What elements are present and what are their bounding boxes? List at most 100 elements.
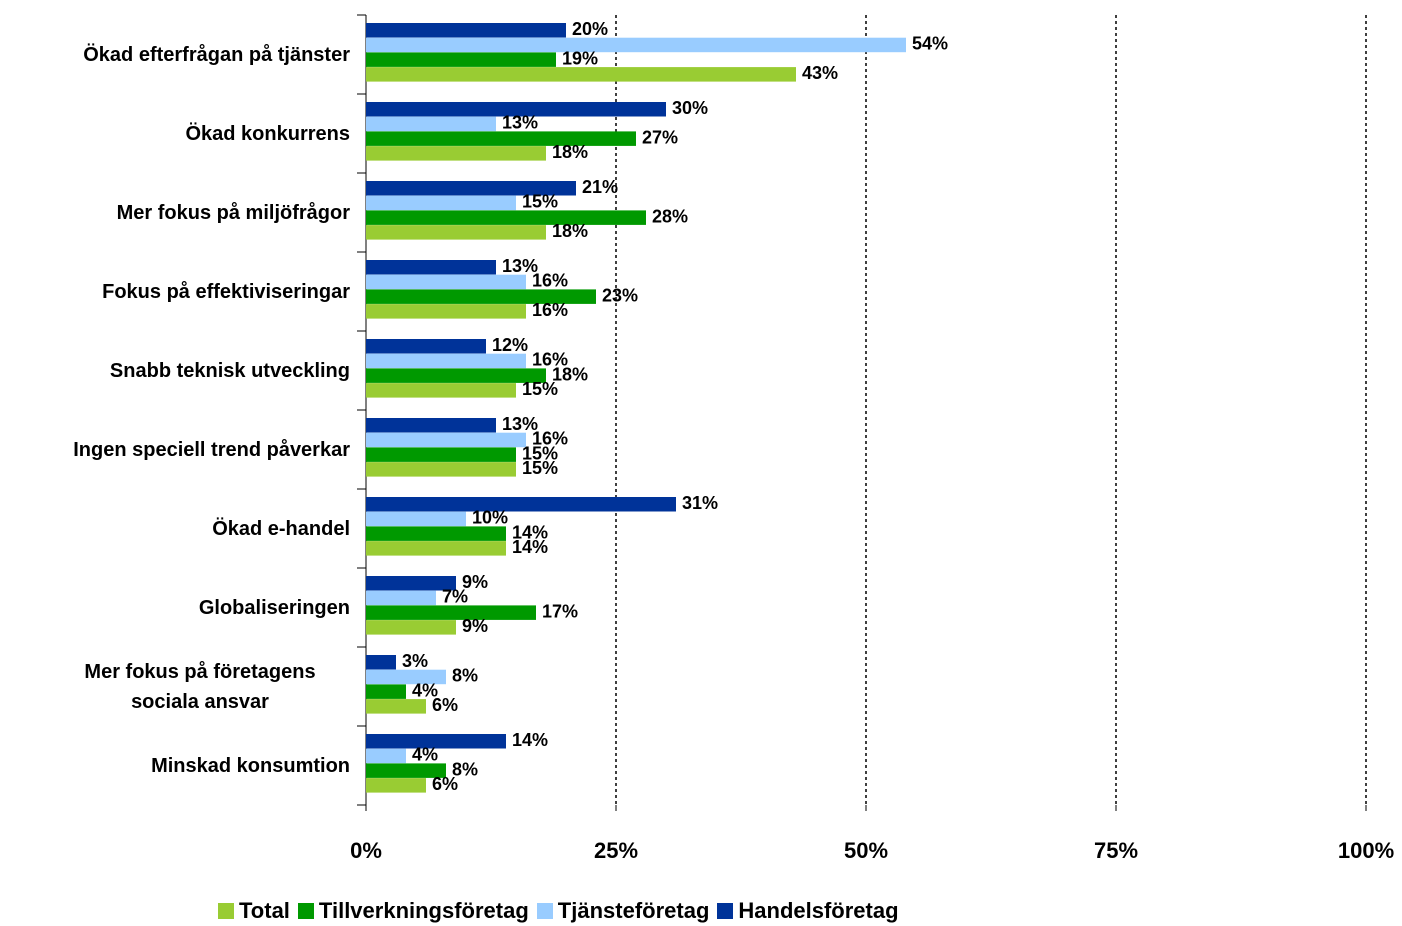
- legend-item: Tjänsteföretag: [536, 898, 710, 924]
- bar: [366, 497, 676, 512]
- bar: [366, 225, 546, 240]
- category-label: Ökad efterfrågan på tjänster: [83, 43, 350, 66]
- bar: [366, 684, 406, 699]
- value-label: 21%: [582, 177, 618, 197]
- legend-swatch: [218, 903, 234, 919]
- value-label: 23%: [602, 285, 638, 305]
- value-label: 16%: [532, 350, 568, 370]
- bar: [366, 541, 506, 556]
- bar: [366, 102, 666, 117]
- value-label: 54%: [912, 34, 948, 54]
- value-label: 18%: [552, 364, 588, 384]
- value-label: 27%: [642, 127, 678, 147]
- bar: [366, 432, 526, 448]
- value-label: 20%: [572, 19, 608, 39]
- category-label: Fokus på effektiviseringar: [102, 280, 350, 303]
- value-label: 31%: [682, 493, 718, 513]
- bar: [366, 131, 636, 146]
- x-tick-label: 25%: [594, 838, 638, 863]
- value-label: 18%: [552, 142, 588, 162]
- value-label: 7%: [442, 587, 468, 607]
- bar: [366, 116, 496, 132]
- value-label: 12%: [492, 335, 528, 355]
- bar: [366, 195, 516, 211]
- value-label: 30%: [672, 98, 708, 118]
- legend-label: Tjänsteföretag: [557, 898, 710, 923]
- bar: [366, 353, 526, 369]
- value-label: 8%: [452, 759, 478, 779]
- bar: [366, 383, 516, 398]
- legend-swatch: [536, 903, 553, 919]
- x-tick-label: 0%: [350, 838, 382, 863]
- x-tick-label: 50%: [844, 838, 888, 863]
- bar: [366, 763, 446, 778]
- bar: [366, 590, 436, 606]
- bar: [366, 52, 556, 67]
- value-label: 13%: [502, 256, 538, 276]
- legend-label: Tillverkningsföretag: [318, 898, 529, 923]
- bar: [366, 339, 486, 354]
- value-label: 13%: [502, 414, 538, 434]
- bar: [366, 274, 526, 290]
- bar: [366, 37, 906, 53]
- value-label: 6%: [432, 695, 458, 715]
- value-label: 13%: [502, 113, 538, 133]
- bar: [366, 734, 506, 749]
- category-label: Ökad konkurrens: [185, 122, 350, 145]
- category-label: Snabb teknisk utveckling: [109, 359, 350, 382]
- bar: [366, 447, 516, 462]
- legend-item: Total: [218, 898, 290, 924]
- value-label: 10%: [472, 508, 508, 528]
- legend-label: Total: [239, 898, 290, 923]
- value-label: 16%: [532, 271, 568, 291]
- value-label: 18%: [552, 221, 588, 241]
- bar: [366, 23, 566, 38]
- bar: [366, 511, 466, 527]
- value-label: 4%: [412, 745, 438, 765]
- legend-swatch: [717, 903, 734, 919]
- bar: [366, 67, 796, 82]
- value-label: 19%: [562, 48, 598, 68]
- value-label: 14%: [512, 537, 548, 557]
- bar: [366, 462, 516, 477]
- legend-item: Handelsföretag: [717, 898, 899, 924]
- value-label: 17%: [542, 601, 578, 621]
- legend-label: Handelsföretag: [738, 898, 899, 923]
- value-label: 14%: [512, 522, 548, 542]
- bar: [366, 605, 536, 620]
- x-tick-label: 100%: [1338, 838, 1394, 863]
- bar: [366, 181, 576, 196]
- value-label: 4%: [412, 680, 438, 700]
- bar: [366, 146, 546, 161]
- bar: [366, 368, 546, 383]
- legend: Total Tillverkningsföretag Tjänsteföretag H…: [218, 898, 899, 924]
- bar: [366, 526, 506, 541]
- bar: [366, 620, 456, 635]
- value-label: 15%: [522, 458, 558, 478]
- value-label: 15%: [522, 192, 558, 212]
- value-label: 14%: [512, 730, 548, 750]
- value-label: 15%: [522, 443, 558, 463]
- bar: [366, 748, 406, 764]
- bar: [366, 778, 426, 793]
- category-label: Mer fokus på miljöfrågor: [116, 201, 350, 224]
- category-label: Mer fokus på företagens sociala ansvar: [84, 660, 316, 713]
- legend-swatch: [297, 903, 314, 919]
- category-label: Ökad e-handel: [212, 517, 350, 540]
- value-label: 16%: [532, 300, 568, 320]
- bar: [366, 260, 496, 275]
- value-label: 16%: [532, 429, 568, 449]
- x-tick-label: 75%: [1094, 838, 1138, 863]
- bar: [366, 289, 596, 304]
- value-label: 6%: [432, 774, 458, 794]
- bar: [366, 304, 526, 319]
- category-label: Globaliseringen: [198, 596, 350, 619]
- value-label: 8%: [452, 666, 478, 686]
- bar: [366, 576, 456, 591]
- bar: [366, 655, 396, 670]
- value-label: 15%: [522, 379, 558, 399]
- value-label: 3%: [402, 651, 428, 671]
- category-label: Ingen speciell trend påverkar: [73, 438, 350, 461]
- bar: [366, 699, 426, 714]
